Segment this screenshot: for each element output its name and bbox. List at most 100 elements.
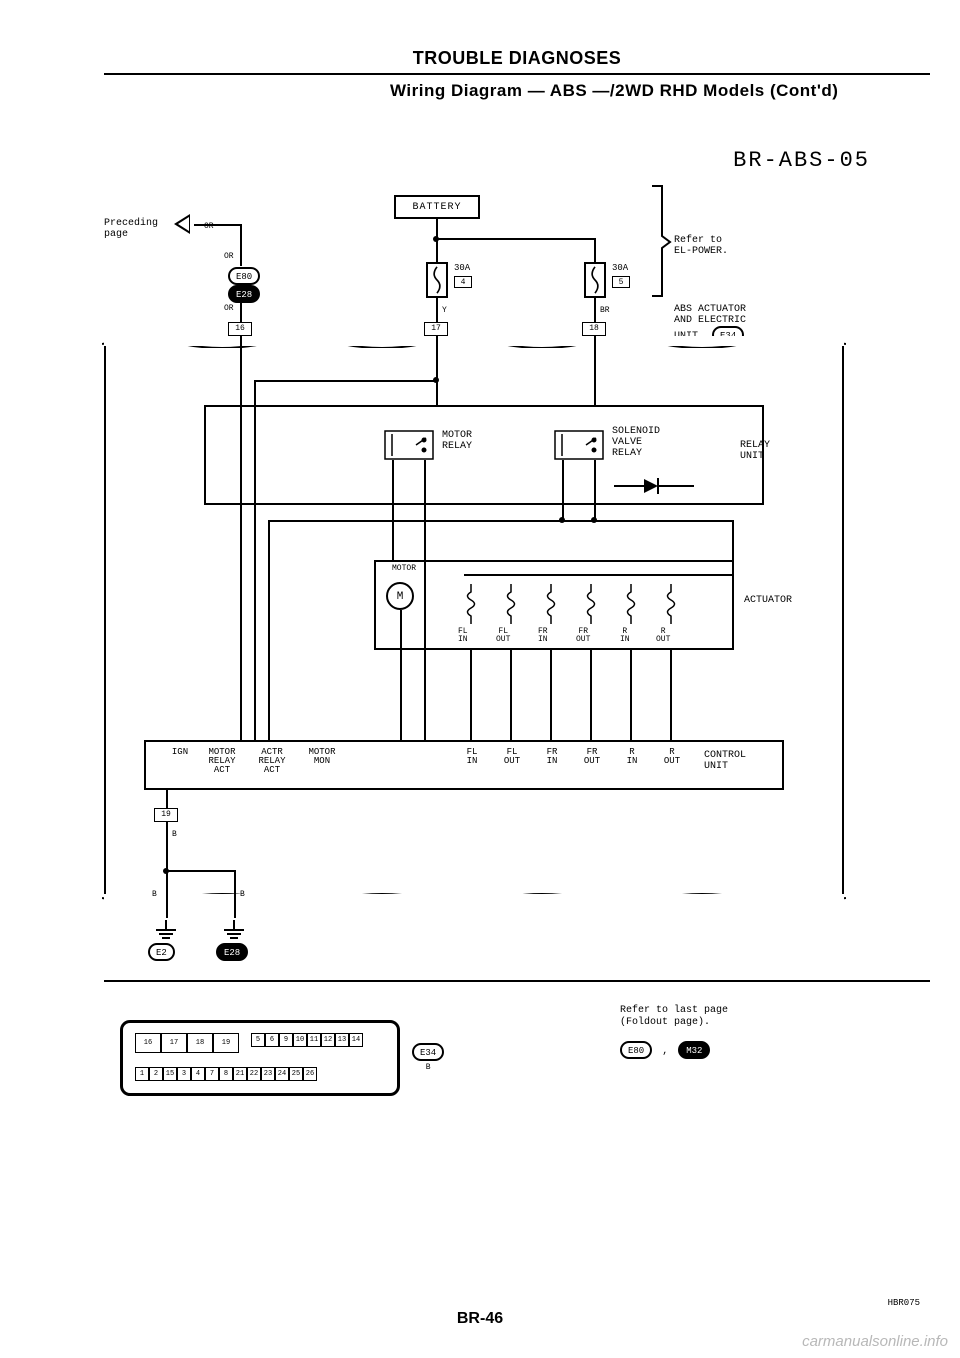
ctrl-fr-out: FROUT (572, 748, 612, 766)
wire (240, 224, 242, 256)
connector-e80: E80 (228, 267, 260, 285)
solenoid-icon (544, 584, 558, 624)
wire (464, 574, 678, 576)
control-unit-label: CONTROLUNIT (704, 750, 746, 772)
pin: 14 (349, 1033, 363, 1047)
solenoid-icon (584, 584, 598, 624)
pin: 26 (303, 1067, 317, 1081)
pin: 24 (275, 1067, 289, 1081)
wire (732, 520, 734, 576)
ctrl-motor-mon: MOTORMON (302, 748, 342, 766)
wire (254, 380, 436, 382)
preceding-line2: page (104, 229, 128, 240)
header-rule (104, 73, 930, 75)
solenoid-relay-label: SOLENOIDVALVERELAY (612, 426, 660, 459)
wire-label-b2: B (152, 890, 157, 899)
divider-rule (104, 980, 930, 982)
joint-connector: E28 (228, 284, 260, 303)
wire (240, 302, 242, 322)
solenoid-icon (624, 584, 638, 624)
actuator-label: ACTUATOR (744, 595, 792, 606)
sol-r-out: ROUT (656, 628, 670, 644)
motor-relay-icon (384, 430, 434, 460)
connector-id-group: E34 B (412, 1042, 444, 1072)
pin: 18 (187, 1033, 213, 1053)
connector-view: 16 17 18 19 5 6 9 10 11 12 13 14 1 2 15 … (120, 1020, 400, 1096)
wire (550, 650, 552, 740)
wire (436, 336, 438, 406)
section-title: TROUBLE DIAGNOSES (104, 48, 930, 69)
ctrl-fr-in: FRIN (532, 748, 572, 766)
pin: 16 (135, 1033, 161, 1053)
ctrl-motor-relay-act: MOTORRELAYACT (202, 748, 242, 775)
wire (240, 256, 242, 266)
junction-dot (591, 517, 597, 523)
pin: 2 (149, 1067, 163, 1081)
pin-row-small-bot: 1 2 15 3 4 7 8 21 22 23 24 25 26 (135, 1067, 317, 1081)
joint-connector: E80 (228, 266, 260, 285)
wiring-diagram: BATTERY Preceding page OR OR E80 E28 OR … (104, 180, 904, 960)
pin: 1 (135, 1067, 149, 1081)
wire (166, 870, 236, 872)
junction-dot (559, 517, 565, 523)
wire (194, 224, 240, 226)
connector-e28b: E28 (216, 943, 248, 961)
pin: 19 (213, 1033, 239, 1053)
wire (240, 336, 242, 740)
page-number: BR-46 (0, 1310, 960, 1328)
preceding-page-label: Preceding page (104, 218, 158, 240)
header: TROUBLE DIAGNOSES Wiring Diagram — ABS —… (104, 48, 930, 101)
ref-last-page: Refer to last page (Foldout page). E80 ,… (620, 1005, 728, 1059)
connector-view-id: E34 (412, 1043, 444, 1061)
wire-label-br: BR (600, 306, 610, 315)
pin: 15 (163, 1067, 177, 1081)
wire (268, 520, 270, 740)
solenoid-icon (504, 584, 518, 624)
wire-label-or3: OR (224, 304, 234, 313)
ref-power-l2: EL-POWER. (674, 246, 728, 257)
wire (590, 650, 592, 740)
sol-fl-in: FLIN (458, 628, 468, 644)
sol-fl-out: FLOUT (496, 628, 510, 644)
fuse-left-num: 4 (454, 276, 472, 288)
preceding-line1: Preceding (104, 218, 158, 229)
pin: 6 (265, 1033, 279, 1047)
pin: 23 (261, 1067, 275, 1081)
motor-icon: M (386, 582, 414, 610)
wire (670, 650, 672, 740)
sol-fr-in: FRIN (538, 628, 548, 644)
wire (392, 460, 394, 560)
ref-conn-m32: M32 (678, 1041, 710, 1059)
terminal-19: 19 (154, 808, 178, 822)
fuse-left-amp: 30A (454, 264, 470, 273)
wire (166, 790, 168, 808)
wire (470, 650, 472, 740)
solenoid-relay-icon (554, 430, 604, 460)
pin: 7 (205, 1067, 219, 1081)
pin: 12 (321, 1033, 335, 1047)
diagram-id: BR-ABS-05 (733, 148, 870, 173)
ref-power-label: Refer to EL-POWER. (674, 235, 728, 257)
fuse-right (584, 262, 606, 298)
connector-e28: E28 (228, 285, 260, 303)
wire-label-or2: OR (224, 252, 234, 261)
ref-last-l2: (Foldout page). (620, 1017, 710, 1028)
wire (594, 460, 596, 520)
sol-fr-out: FROUT (576, 628, 590, 644)
wire (562, 460, 564, 520)
wire (166, 822, 168, 872)
ref-conn-e80: E80 (620, 1041, 652, 1059)
sol-r-in: RIN (620, 628, 630, 644)
fuse-left (426, 262, 448, 298)
pin-row-big: 16 17 18 19 (135, 1033, 239, 1053)
wire (510, 650, 512, 740)
pin: 8 (219, 1067, 233, 1081)
ctrl-r-in: RIN (612, 748, 652, 766)
wire (594, 336, 596, 406)
ground-area: E2 E28 (154, 920, 314, 965)
wire (400, 610, 402, 740)
pin: 11 (307, 1033, 321, 1047)
fuse-right-amp: 30A (612, 264, 628, 273)
connector-color: B (412, 1063, 444, 1072)
wire (234, 870, 236, 918)
